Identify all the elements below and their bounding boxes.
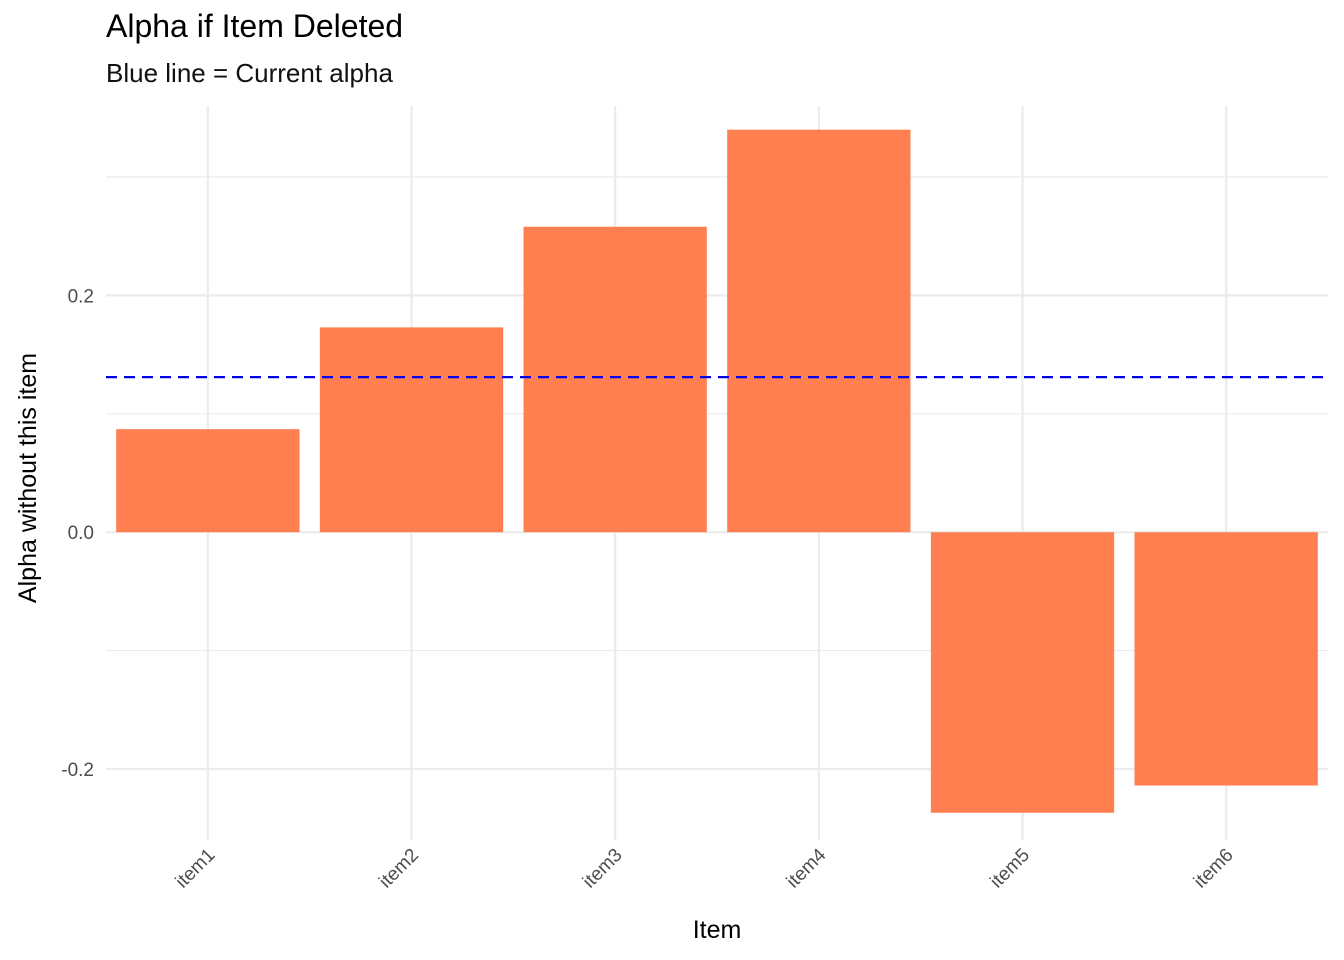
y-tick-label: 0.2 [68,286,94,307]
y-axis-title: Alpha without this item [14,353,42,603]
y-tick-label: 0.0 [68,523,94,544]
x-tick-label: item1 [172,845,220,893]
x-tick-label: item2 [375,845,423,893]
bar-item6 [1134,532,1318,786]
x-axis-ticks: item1 item2 item3 item4 item5 item6 [172,844,1238,892]
x-tick-label: item5 [986,845,1034,893]
bar-item5 [930,532,1115,813]
x-tick-label: item4 [783,844,831,892]
bars [116,129,1318,813]
y-axis-ticks: -0.2 0.0 0.2 [61,286,94,781]
bar-item2 [319,327,504,533]
x-tick-label: item3 [579,845,627,893]
bar-item3 [523,226,707,533]
bar-item1 [116,429,300,533]
y-tick-label: -0.2 [61,760,94,781]
x-axis-title: Item [693,916,742,944]
chart-title: Alpha if Item Deleted [106,8,404,44]
x-tick-label: item6 [1190,845,1238,893]
bar-item4 [727,129,911,533]
chart-subtitle: Blue line = Current alpha [106,58,393,88]
